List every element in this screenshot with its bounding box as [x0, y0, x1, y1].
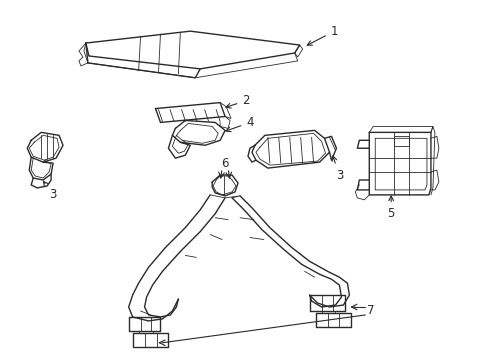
- Text: 3: 3: [331, 156, 343, 181]
- Text: 1: 1: [306, 24, 338, 45]
- Text: 4: 4: [225, 116, 253, 132]
- Text: 5: 5: [386, 196, 394, 220]
- Text: 6: 6: [221, 157, 228, 170]
- Text: 3: 3: [43, 181, 57, 201]
- Text: 7: 7: [366, 305, 374, 318]
- Text: 2: 2: [225, 94, 249, 108]
